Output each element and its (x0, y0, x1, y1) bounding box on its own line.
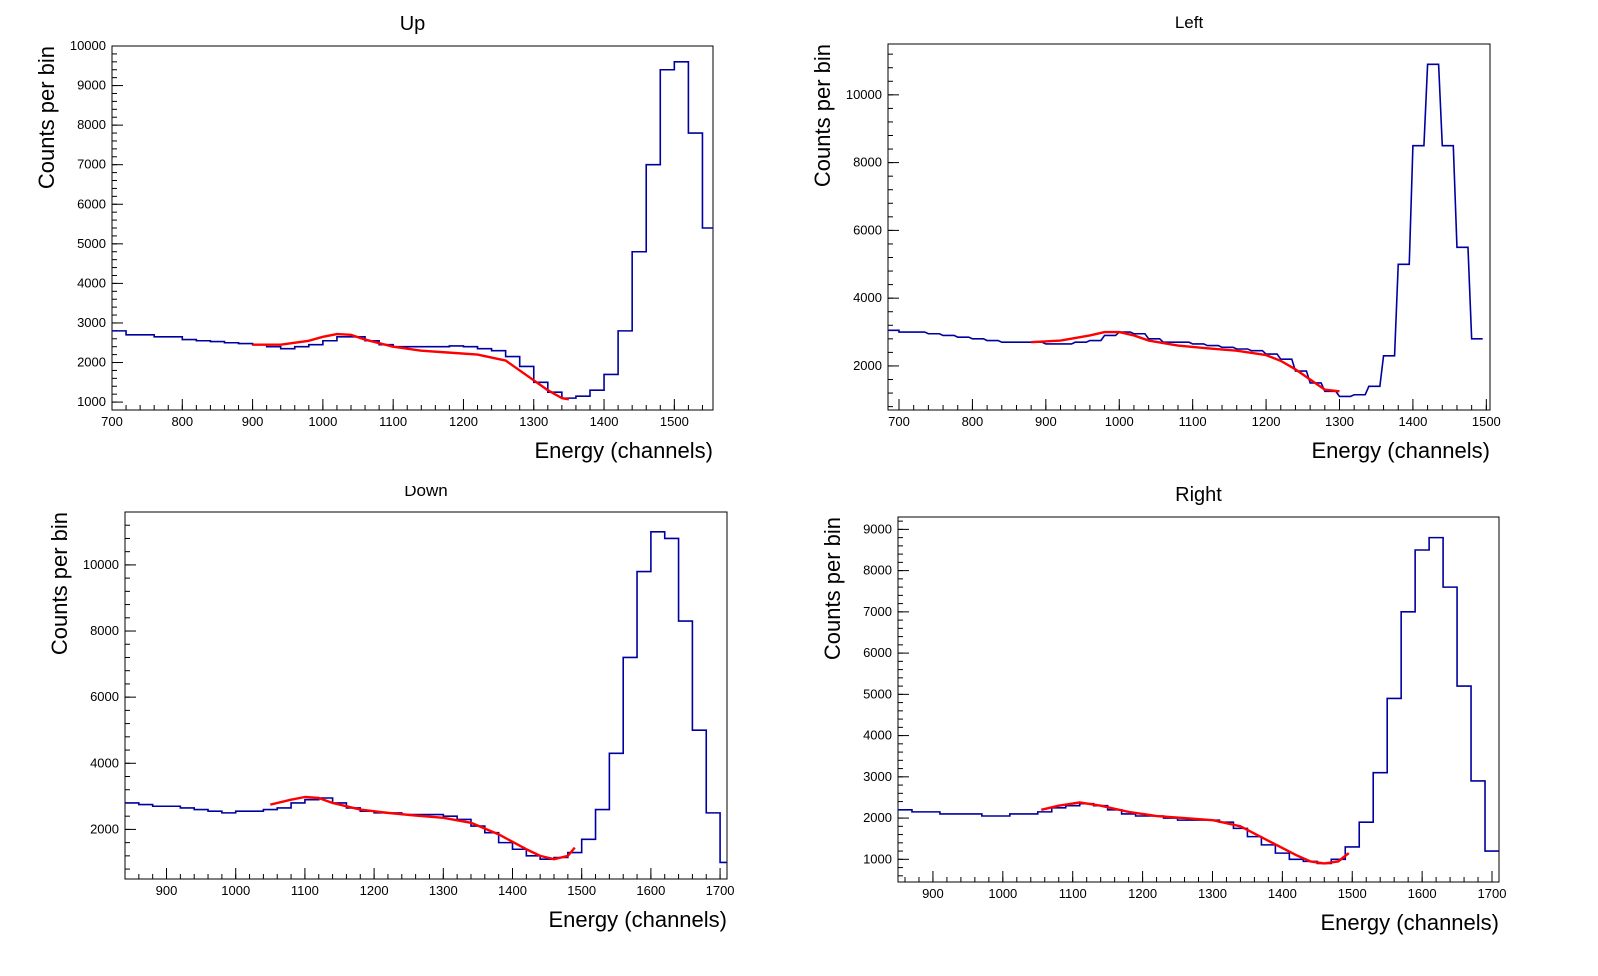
chart-panel-right: Right 900 1000 1100 1200 1300 1400 1500 1600 1700… (799, 484, 1598, 971)
chart-title: Down (404, 486, 447, 500)
chart-panel-up: Up 700 800 900 1000 1100 1200 1300 1400 1500 1000 2… (0, 0, 799, 486)
x-tick-label: 1400 (1398, 414, 1427, 429)
x-tick-label: 1100 (1179, 414, 1207, 429)
x-tick-label: 1400 (1268, 886, 1297, 901)
x-tick-label: 900 (1035, 414, 1057, 429)
chart-right: Right 900 1000 1100 1200 1300 1400 1500 1600 1700… (820, 484, 1507, 935)
x-tick-label: 800 (962, 414, 984, 429)
chart-title: Up (400, 13, 426, 35)
y-tick-label: 2000 (77, 355, 106, 370)
y-tick-label: 3000 (863, 769, 892, 784)
fit-curve (270, 795, 576, 861)
x-tick-label: 1700 (706, 883, 735, 898)
plot-frame (111, 45, 714, 411)
y-axis-label: Counts per bin (820, 517, 845, 660)
y-tick-label: 2000 (853, 358, 882, 373)
x-tick-label: 1300 (429, 883, 458, 898)
y-tick-label: 7000 (77, 157, 106, 172)
chart-down: Down 900 1000 1100 1200 1300 1400 1500 1600 1700 2… (47, 481, 735, 932)
histogram-series (112, 61, 713, 399)
chart-panel-left: Left 700 800 900 1000 1100 1200 1300 1400 1500 200… (799, 0, 1598, 486)
fit-curve (1031, 330, 1340, 393)
y-tick-label: 10000 (846, 87, 882, 102)
x-tick-label: 1200 (1252, 414, 1281, 429)
x-tick-label: 1500 (1472, 414, 1501, 429)
y-tick-label: 5000 (77, 236, 106, 251)
y-axis-label: Counts per bin (810, 44, 835, 187)
x-axis-label: Energy (channels) (1311, 438, 1490, 463)
plot-frame (897, 516, 1500, 883)
y-tick-label: 6000 (863, 645, 892, 660)
x-tick-label: 1200 (449, 414, 478, 429)
y-tick-label: 8000 (77, 117, 106, 132)
fit-curve (1040, 801, 1350, 865)
x-tick-label: 800 (171, 414, 193, 429)
x-tick-label: 1600 (1408, 886, 1437, 901)
chart-title: Left (1175, 13, 1204, 32)
chart-left: Left 700 800 900 1000 1100 1200 1300 1400 1500 200… (810, 13, 1501, 463)
x-tick-label: 1300 (519, 414, 548, 429)
histogram-series (125, 531, 727, 864)
x-tick-label: 1000 (221, 883, 250, 898)
y-tick-label: 3000 (77, 315, 106, 330)
y-tick-label: 2000 (863, 810, 892, 825)
plot-frame (124, 511, 728, 880)
x-tick-label: 1700 (1478, 886, 1507, 901)
y-tick-label: 9000 (77, 78, 106, 93)
x-tick-label: 1100 (291, 883, 319, 898)
chart-title: Right (1175, 486, 1222, 506)
x-tick-label: 700 (101, 414, 123, 429)
x-tick-label: 1200 (360, 883, 389, 898)
y-tick-label: 5000 (863, 686, 892, 701)
x-tick-label: 700 (888, 414, 910, 429)
x-tick-label: 1100 (379, 414, 407, 429)
x-tick-label: 1400 (498, 883, 527, 898)
x-tick-label: 1300 (1198, 886, 1227, 901)
plot-frame (887, 43, 1491, 411)
x-tick-label: 1000 (988, 886, 1017, 901)
y-axis-label: Counts per bin (47, 512, 72, 655)
y-tick-label: 4000 (90, 755, 119, 770)
histogram-series (898, 536, 1499, 865)
y-tick-label: 8000 (853, 155, 882, 170)
x-tick-label: 1500 (567, 883, 596, 898)
x-tick-label: 1400 (590, 414, 619, 429)
y-tick-label: 4000 (77, 275, 106, 290)
chart-up: Up 700 800 900 1000 1100 1200 1300 1400 1500 1000 2… (34, 13, 714, 463)
fit-curve (252, 332, 570, 401)
x-tick-label: 1500 (660, 414, 689, 429)
y-tick-label: 6000 (90, 689, 119, 704)
y-tick-label: 8000 (90, 623, 119, 638)
y-tick-label: 1000 (77, 394, 106, 409)
y-tick-label: 9000 (863, 521, 892, 536)
y-tick-label: 6000 (853, 222, 882, 237)
x-tick-label: 1300 (1325, 414, 1354, 429)
y-tick-label: 8000 (863, 563, 892, 578)
chart-panel-down: Down 900 1000 1100 1200 1300 1400 1500 1600 1700 2… (0, 481, 799, 971)
y-tick-label: 4000 (853, 290, 882, 305)
y-tick-label: 10000 (83, 557, 119, 572)
y-tick-label: 6000 (77, 196, 106, 211)
x-tick-label: 900 (922, 886, 944, 901)
x-tick-label: 1000 (308, 414, 337, 429)
y-tick-label: 10000 (70, 38, 106, 53)
x-tick-label: 1000 (1105, 414, 1134, 429)
y-tick-label: 1000 (863, 851, 892, 866)
x-axis-label: Energy (channels) (534, 438, 713, 463)
histogram-series (888, 63, 1483, 398)
y-tick-label: 2000 (90, 821, 119, 836)
x-axis-label: Energy (channels) (1320, 910, 1499, 935)
x-tick-label: 1200 (1128, 886, 1157, 901)
x-tick-label: 1500 (1338, 886, 1367, 901)
x-tick-label: 900 (156, 883, 178, 898)
x-tick-label: 1600 (636, 883, 665, 898)
x-axis-label: Energy (channels) (548, 907, 727, 932)
y-tick-label: 7000 (863, 604, 892, 619)
y-axis-label: Counts per bin (34, 46, 59, 189)
x-tick-label: 1100 (1059, 886, 1087, 901)
y-tick-label: 4000 (863, 728, 892, 743)
x-tick-label: 900 (242, 414, 264, 429)
